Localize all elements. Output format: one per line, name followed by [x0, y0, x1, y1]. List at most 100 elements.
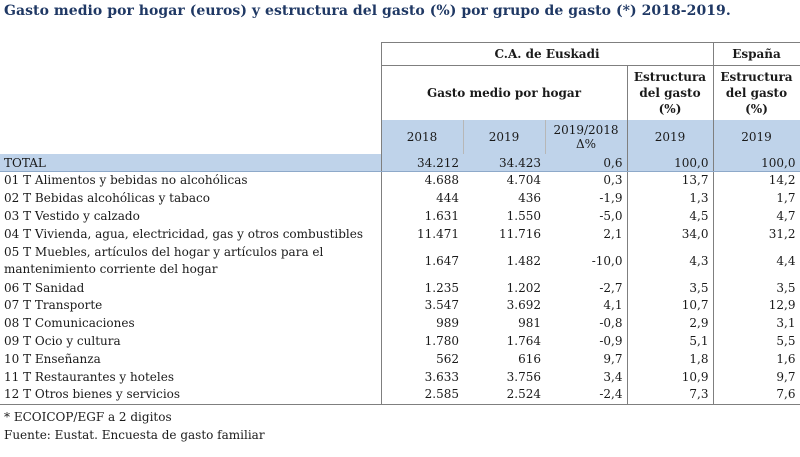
- total-value: 0,6: [545, 154, 627, 172]
- table-row: 03 T Vestido y calzado 1.631 1.550 -5,0 4,5 4…: [0, 207, 800, 226]
- row-label: 10 T Enseñanza: [4, 351, 101, 366]
- row-value: 31,2: [712, 225, 800, 244]
- footnotes: * ECOICOP/EGF a 2 digitos Fuente: Eustat…: [4, 408, 265, 444]
- table-row: 09 T Ocio y cultura 1.780 1.764 -0,9 5,1 5,5: [0, 332, 800, 351]
- row-value: 436: [518, 191, 541, 206]
- table-row: 11 T Restaurantes y hoteles 3.633 3.756 3,4…: [0, 368, 800, 386]
- row-value: 12,9: [712, 296, 800, 315]
- row-value: 4,7: [712, 207, 800, 226]
- row-label-line: 05 T Muebles, artículos del hogar y artí…: [4, 245, 324, 260]
- total-value: 100,0: [626, 154, 713, 172]
- row-label-line: mantenimiento corriente del hogar: [4, 262, 218, 277]
- row-value: 4,4: [712, 243, 800, 280]
- row-value: 1.780: [380, 332, 463, 351]
- footnote-source: Fuente: Eustat. Encuesta de gasto famili…: [4, 428, 265, 442]
- row-value: -5,0: [599, 208, 623, 223]
- row-label: 08 T Comunicaciones: [4, 316, 135, 331]
- row-value: 1.550: [506, 208, 541, 223]
- row-value: 11.471: [380, 225, 463, 244]
- row-value: 1,7: [712, 189, 800, 208]
- row-value: 3,4: [603, 369, 623, 384]
- header-euskadi: C.A. de Euskadi: [380, 42, 713, 66]
- total-label: TOTAL: [0, 154, 381, 172]
- row-value: 3.547: [380, 296, 463, 315]
- row-value: 1.235: [380, 279, 463, 297]
- row-value: 3.756: [506, 369, 541, 384]
- row-value: -0,8: [599, 316, 623, 331]
- row-value: 4,1: [603, 298, 623, 313]
- row-value: 616: [518, 351, 541, 366]
- table-row: 07 T Transporte 3.547 3.692 4,1 10,7 12,9: [0, 296, 800, 315]
- row-label: 11 T Restaurantes y hoteles: [4, 369, 174, 384]
- row-label: 09 T Ocio y cultura: [4, 333, 121, 348]
- header-gasto-medio: Gasto medio por hogar: [380, 65, 627, 120]
- row-value: 4,3: [626, 243, 713, 280]
- row-value: -2,4: [545, 385, 627, 405]
- row-value: 1.764: [506, 333, 541, 348]
- header-estructura-euskadi: Estructura del gasto (%): [626, 65, 713, 120]
- row-value: 10,7: [626, 296, 713, 315]
- row-value: 3,5: [712, 279, 800, 297]
- row-value: 2,1: [603, 226, 623, 241]
- row-value: 34,0: [626, 225, 713, 244]
- year-delta: 2019/2018 Δ%: [544, 120, 627, 154]
- footnote-ecoicop: * ECOICOP/EGF a 2 digitos: [4, 410, 172, 424]
- row-value: -1,9: [599, 191, 623, 206]
- table-row: 02 T Bebidas alcohólicas y tabaco 444 436 -…: [0, 189, 800, 208]
- row-value: 10,9: [626, 368, 713, 386]
- row-value: -10,0: [591, 253, 623, 268]
- row-value: 2.585: [380, 385, 463, 405]
- row-value: 1,3: [626, 189, 713, 208]
- row-value: 4.704: [506, 173, 541, 188]
- row-label: 02 T Bebidas alcohólicas y tabaco: [4, 191, 210, 206]
- header-estructura-espana: Estructura del gasto (%): [712, 65, 800, 120]
- table-row: 06 T Sanidad 1.235 1.202 -2,7 3,5 3,5: [0, 279, 800, 297]
- row-label: 03 T Vestido y calzado: [4, 208, 140, 223]
- expense-table: C.A. de Euskadi España Gasto medio por h…: [0, 42, 800, 405]
- row-label: 06 T Sanidad: [4, 280, 85, 295]
- row-value: 989: [380, 314, 463, 333]
- row-value: 3.692: [506, 298, 541, 313]
- row-value: 1.631: [380, 207, 463, 226]
- row-value: 3,1: [712, 314, 800, 333]
- row-value: 981: [518, 316, 541, 331]
- table-row: 01 T Alimentos y bebidas no alcohólicas 4…: [0, 171, 800, 190]
- row-label: 04 T Vivienda, agua, electricidad, gas y…: [4, 226, 364, 241]
- row-value: 14,2: [712, 171, 800, 190]
- table-row: 08 T Comunicaciones 989 981 -0,8 2,9 3,1: [0, 314, 800, 333]
- row-value: 0,3: [603, 173, 623, 188]
- row-label: 05 T Muebles, artículos del hogar y artí…: [0, 243, 381, 279]
- table-row: 12 T Otros bienes y servicios 2.585 2.524-…: [0, 385, 800, 405]
- row-value: 4,5: [626, 207, 713, 226]
- row-value: 1,6: [712, 350, 800, 369]
- row-value: 11.716: [499, 226, 541, 241]
- table-row: 05 T Muebles, artículos del hogar y artí…: [0, 243, 800, 280]
- year-espana-2019: 2019: [712, 120, 800, 154]
- row-value: 7,6: [712, 385, 800, 405]
- table-row: 10 T Enseñanza 562 616 9,7 1,8 1,6: [0, 350, 800, 369]
- year-estructura-2019: 2019: [626, 120, 713, 154]
- table-row: 04 T Vivienda, agua, electricidad, gas y…: [0, 225, 800, 244]
- row-value: 9,7: [603, 351, 623, 366]
- row-value: 3,5: [626, 279, 713, 297]
- row-value: 5,5: [712, 332, 800, 351]
- row-value: 5,1: [626, 332, 713, 351]
- row-value: 4.688: [380, 171, 463, 190]
- page-title: Gasto medio por hogar (euros) y estructu…: [4, 3, 731, 19]
- row-value: -0,9: [599, 333, 623, 348]
- row-value: 9,7: [712, 368, 800, 386]
- row-value: 1.482: [506, 253, 541, 268]
- total-row: TOTAL 34.212 34.423 0,6 100,0 100,0: [0, 154, 800, 172]
- total-value: 34.212: [380, 154, 463, 172]
- row-value: 2,9: [626, 314, 713, 333]
- year-2018: 2018: [380, 120, 463, 154]
- total-value: 100,0: [712, 154, 800, 172]
- row-value: -2,7: [599, 280, 623, 295]
- row-value: 2.524: [463, 385, 545, 405]
- row-value: 1,8: [626, 350, 713, 369]
- row-value: 3.633: [380, 368, 463, 386]
- row-value: 1.202: [506, 280, 541, 295]
- row-label: 07 T Transporte: [4, 298, 103, 313]
- row-value: 562: [380, 350, 463, 369]
- row-value: 444: [380, 189, 463, 208]
